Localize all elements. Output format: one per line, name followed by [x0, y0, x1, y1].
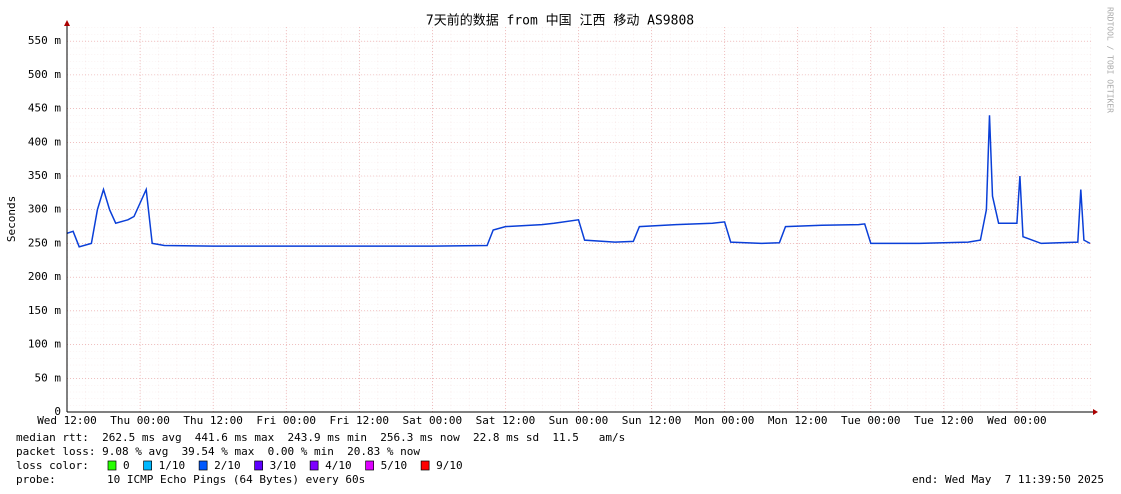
y-tick-label: 0	[54, 405, 61, 418]
end-time: end: Wed May 7 11:39:50 2025	[912, 473, 1104, 486]
probe-text: 10 ICMP Echo Pings (64 Bytes) every 60s	[107, 473, 365, 486]
y-tick-label: 50 m	[35, 371, 62, 384]
legend-entry: 2/10	[214, 459, 241, 472]
y-tick-label: 550 m	[28, 34, 61, 47]
chart-title: 7天前的数据 from 中国 江西 移动 AS9808	[426, 13, 694, 29]
x-tick-label: Sat 12:00	[476, 414, 536, 427]
legend-swatch	[365, 460, 374, 471]
x-tick-label: Mon 00:00	[695, 414, 755, 427]
stats-line: median rtt: 262.5 ms avg 441.6 ms max 24…	[16, 431, 625, 444]
legend-entry: 5/10	[381, 459, 408, 472]
probe-label: probe:	[16, 473, 56, 486]
legend-swatch	[198, 460, 208, 471]
stats-line: packet loss: 9.08 % avg 39.54 % max 0.00…	[16, 445, 420, 458]
x-tick-label: Fri 00:00	[256, 414, 316, 427]
legend-entry: 4/10	[325, 459, 352, 472]
x-arrow	[1093, 409, 1098, 415]
x-tick-label: Thu 12:00	[183, 414, 243, 427]
y-axis-label: Seconds	[5, 196, 18, 242]
legend-swatch	[107, 460, 117, 471]
legend-entry: 9/10	[436, 459, 463, 472]
legend-swatch	[254, 460, 263, 471]
y-tick-label: 150 m	[28, 304, 61, 317]
watermark: RRDTOOL / TOBI OETIKER	[1106, 7, 1115, 113]
x-tick-label: Tue 00:00	[841, 414, 901, 427]
x-tick-label: Sun 00:00	[549, 414, 609, 427]
x-tick-label: Wed 12:00	[37, 414, 97, 427]
y-tick-label: 200 m	[28, 270, 61, 283]
x-tick-label: Tue 12:00	[914, 414, 974, 427]
minor-grid	[67, 27, 1093, 412]
y-tick-label: 300 m	[28, 203, 61, 216]
x-tick-label: Sun 12:00	[622, 414, 682, 427]
x-tick-label: Fri 12:00	[329, 414, 389, 427]
legend-entry: 1/10	[159, 459, 186, 472]
legend-entry: 3/10	[270, 459, 297, 472]
x-tick-label: Thu 00:00	[110, 414, 170, 427]
x-tick-label: Wed 00:00	[987, 414, 1047, 427]
legend: 0 1/10 2/10 3/10 4/10 5/10 9/10	[107, 459, 463, 472]
rtt-line	[66, 115, 1091, 248]
legend-entry: 0	[123, 459, 130, 472]
y-arrow	[64, 20, 70, 26]
legend-swatch	[143, 460, 152, 471]
y-tick-label: 100 m	[28, 338, 61, 351]
y-tick-label: 250 m	[28, 236, 61, 249]
y-tick-label: 450 m	[28, 102, 61, 115]
y-tick-label: 500 m	[28, 68, 61, 81]
legend-swatch	[309, 460, 319, 471]
x-tick-label: Mon 12:00	[768, 414, 828, 427]
legend-label: loss color:	[16, 459, 89, 472]
y-tick-label: 350 m	[28, 169, 61, 182]
x-tick-label: Sat 00:00	[403, 414, 463, 427]
y-tick-label: 400 m	[28, 135, 61, 148]
plot	[66, 27, 1093, 413]
legend-swatch	[420, 460, 430, 471]
